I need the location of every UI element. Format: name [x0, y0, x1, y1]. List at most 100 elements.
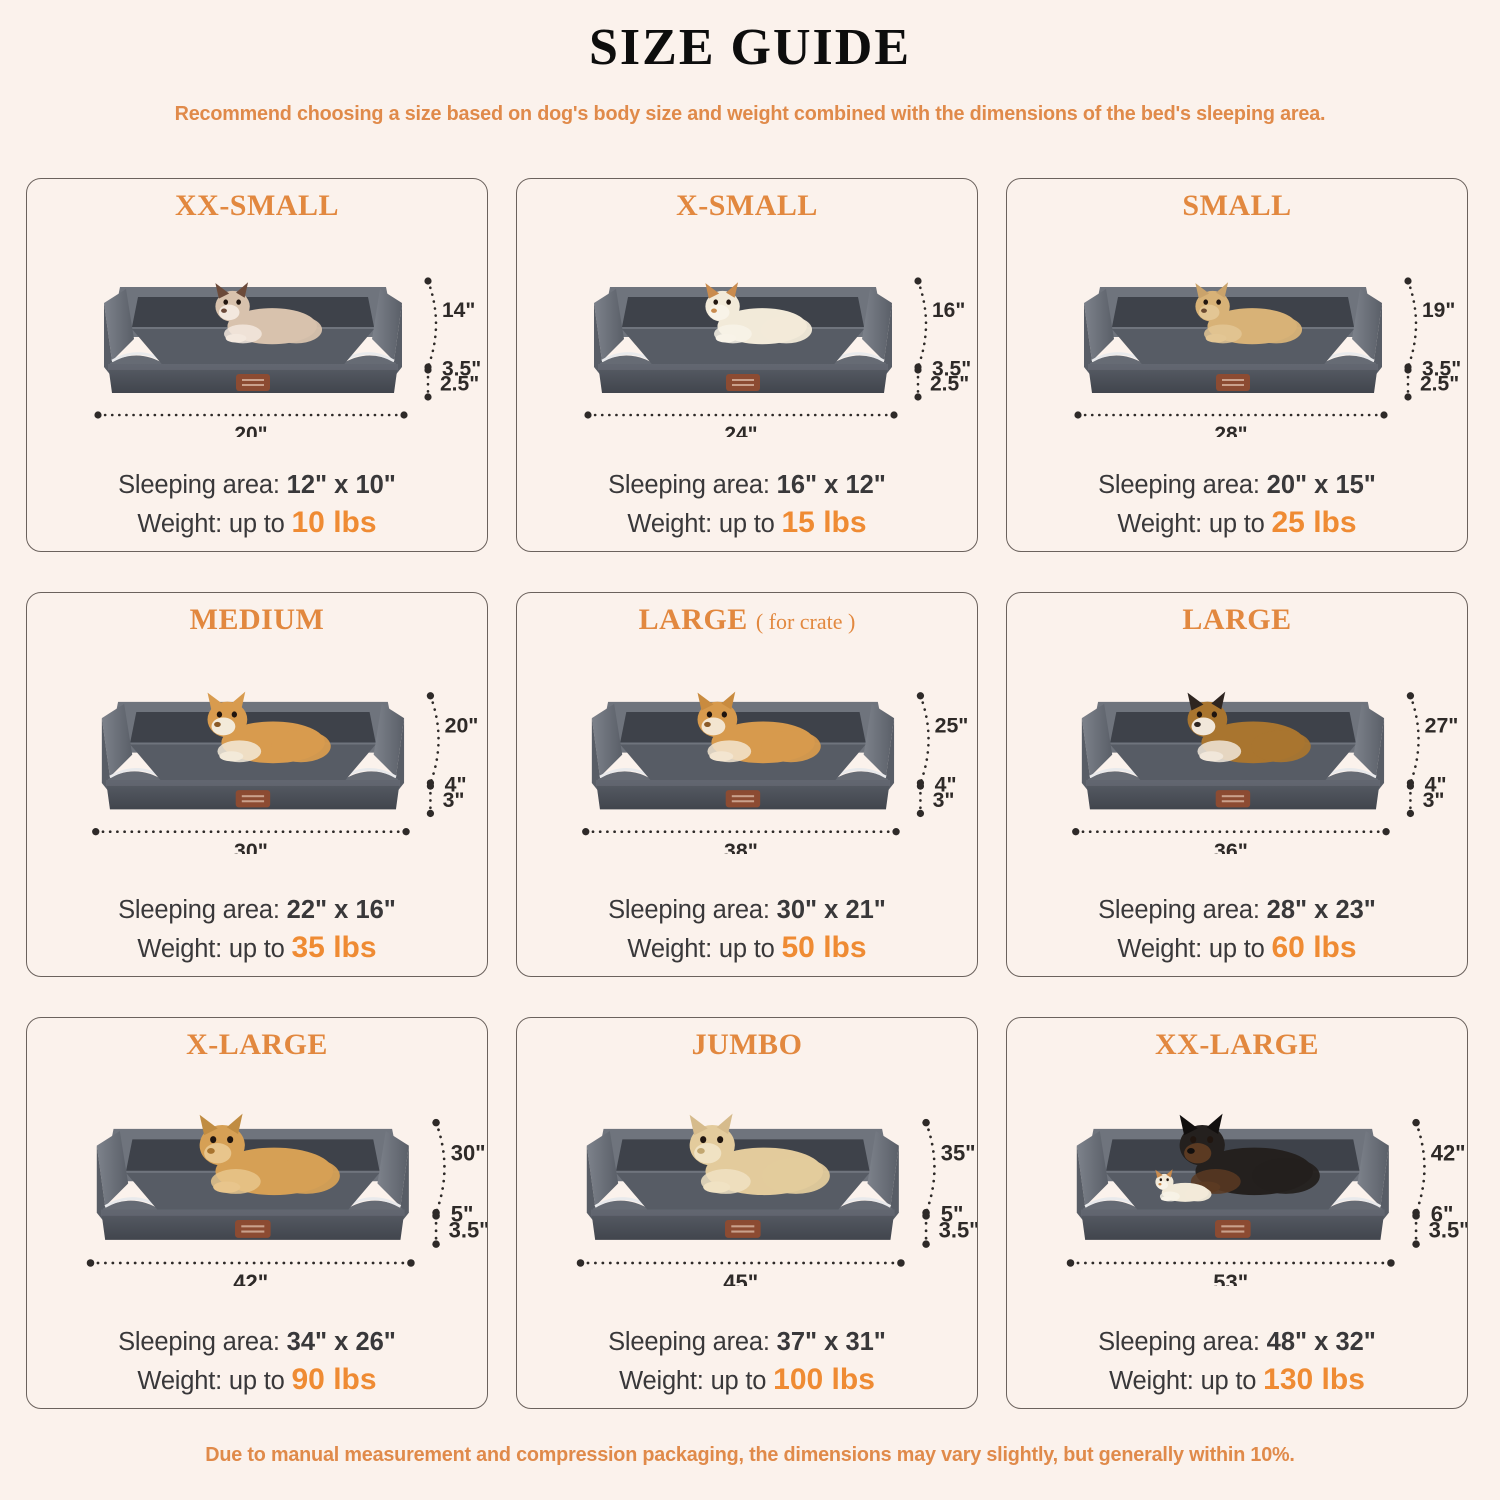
- size-card[interactable]: X-LARGE: [26, 1017, 488, 1409]
- weight-value: 90 lbs: [291, 1363, 377, 1397]
- size-card-specs: Sleeping area: 30" x 21" Weight: up to 5…: [517, 894, 977, 968]
- svg-text:3.5": 3.5": [932, 358, 971, 381]
- svg-text:20": 20": [234, 423, 267, 437]
- sleeping-area-line: Sleeping area: 12" x 10": [27, 469, 487, 503]
- svg-text:2.5": 2.5": [1420, 373, 1459, 396]
- size-card-title: JUMBO: [517, 1018, 977, 1062]
- dog-bed-illustration: 25" 4" 3" 38": [517, 639, 977, 854]
- size-card-title: MEDIUM: [27, 593, 487, 637]
- size-card-title: SMALL: [1007, 179, 1467, 223]
- svg-text:20": 20": [445, 713, 479, 737]
- weight-label: Weight: up to: [627, 935, 782, 964]
- sleeping-area-value: 28" x 23": [1266, 896, 1376, 925]
- weight-value: 15 lbs: [781, 506, 867, 540]
- sleeping-area-label: Sleeping area:: [1098, 1328, 1267, 1357]
- svg-text:38": 38": [724, 839, 758, 854]
- sleeping-area-value: 34" x 26": [286, 1328, 396, 1357]
- weight-label: Weight: up to: [137, 935, 292, 964]
- size-card[interactable]: XX-SMALL: [26, 178, 488, 552]
- weight-line: Weight: up to 60 lbs: [1007, 928, 1467, 968]
- svg-text:25": 25": [935, 713, 969, 737]
- dog-bed-illustration: 35" 5" 3.5" 45": [517, 1064, 977, 1286]
- svg-text:19": 19": [1422, 299, 1455, 322]
- svg-text:53": 53": [1213, 1270, 1248, 1286]
- dog-bed-illustration: 27" 4" 3" 36": [1007, 639, 1467, 854]
- svg-text:4": 4": [1425, 773, 1447, 797]
- sleeping-area-value: 20" x 15": [1266, 471, 1376, 500]
- size-card[interactable]: XX-LARGE: [1006, 1017, 1468, 1409]
- footer-disclaimer: Due to manual measurement and compressio…: [205, 1443, 1295, 1466]
- svg-text:4": 4": [445, 773, 467, 797]
- sleeping-area-value: 30" x 21": [776, 896, 886, 925]
- svg-text:45": 45": [723, 1270, 758, 1286]
- size-card-specs: Sleeping area: 37" x 31" Weight: up to 1…: [517, 1326, 977, 1400]
- sleeping-area-line: Sleeping area: 28" x 23": [1007, 894, 1467, 928]
- sleeping-area-line: Sleeping area: 20" x 15": [1007, 469, 1467, 503]
- dog-bed-illustration: 30" 5" 3.5" 42": [27, 1064, 487, 1286]
- svg-text:3.5": 3.5": [1422, 358, 1461, 381]
- svg-text:6": 6": [1431, 1202, 1454, 1227]
- weight-label: Weight: up to: [627, 510, 782, 539]
- svg-text:3": 3": [1423, 788, 1445, 812]
- svg-text:28": 28": [1214, 423, 1247, 437]
- svg-text:30": 30": [234, 839, 268, 854]
- size-card-title: XX-LARGE: [1007, 1018, 1467, 1062]
- weight-label: Weight: up to: [1117, 510, 1272, 539]
- weight-value: 25 lbs: [1271, 506, 1357, 540]
- size-card-specs: Sleeping area: 48" x 32" Weight: up to 1…: [1007, 1326, 1467, 1400]
- weight-value: 60 lbs: [1271, 931, 1357, 965]
- size-card[interactable]: X-SMALL: [516, 178, 978, 552]
- size-card-title-text: XX-LARGE: [1154, 1028, 1319, 1061]
- svg-text:3": 3": [443, 788, 465, 812]
- weight-line: Weight: up to 35 lbs: [27, 928, 487, 968]
- size-card-specs: Sleeping area: 16" x 12" Weight: up to 1…: [517, 469, 977, 543]
- sleeping-area-line: Sleeping area: 22" x 16": [27, 894, 487, 928]
- sleeping-area-label: Sleeping area:: [608, 896, 777, 925]
- dog-bed-illustration: 42" 6" 3.5" 53": [1007, 1064, 1467, 1286]
- weight-line: Weight: up to 50 lbs: [517, 928, 977, 968]
- weight-value: 100 lbs: [773, 1363, 875, 1397]
- sleeping-area-label: Sleeping area:: [118, 471, 287, 500]
- sleeping-area-label: Sleeping area:: [118, 896, 287, 925]
- sleeping-area-value: 12" x 10": [286, 471, 396, 500]
- weight-value: 35 lbs: [291, 931, 377, 965]
- svg-text:3.5": 3.5": [442, 358, 481, 381]
- weight-label: Weight: up to: [1117, 935, 1272, 964]
- size-card[interactable]: LARGE ( for crate ): [516, 592, 978, 977]
- size-card-title-suffix: ( for crate ): [755, 609, 856, 634]
- sleeping-area-label: Sleeping area:: [118, 1328, 287, 1357]
- sleeping-area-value: 16" x 12": [776, 471, 886, 500]
- weight-label: Weight: up to: [1109, 1367, 1264, 1396]
- weight-value: 10 lbs: [291, 506, 377, 540]
- svg-text:35": 35": [941, 1140, 976, 1165]
- size-card[interactable]: JUMBO: [516, 1017, 978, 1409]
- sleeping-area-label: Sleeping area:: [608, 471, 777, 500]
- size-card[interactable]: SMALL: [1006, 178, 1468, 552]
- weight-label: Weight: up to: [619, 1367, 774, 1396]
- sleeping-area-value: 48" x 32": [1266, 1328, 1376, 1357]
- size-card-title-text: SMALL: [1182, 189, 1292, 222]
- svg-text:30": 30": [451, 1140, 486, 1165]
- size-card[interactable]: MEDIUM: [26, 592, 488, 977]
- sleeping-area-label: Sleeping area:: [1098, 896, 1267, 925]
- weight-value: 130 lbs: [1263, 1363, 1365, 1397]
- svg-text:3.5": 3.5": [449, 1217, 487, 1242]
- svg-text:42": 42": [1431, 1140, 1466, 1165]
- dog-bed-illustration: 20" 4" 3" 30": [27, 639, 487, 854]
- svg-text:5": 5": [941, 1202, 964, 1227]
- sleeping-area-line: Sleeping area: 16" x 12": [517, 469, 977, 503]
- size-card[interactable]: LARGE: [1006, 592, 1468, 977]
- size-card-title: X-LARGE: [27, 1018, 487, 1062]
- size-card-title-text: JUMBO: [691, 1028, 803, 1061]
- weight-line: Weight: up to 130 lbs: [1007, 1360, 1467, 1400]
- sleeping-area-line: Sleeping area: 30" x 21": [517, 894, 977, 928]
- size-card-title: LARGE ( for crate ): [517, 593, 977, 637]
- dog-bed-illustration: 19" 3.5" 2.5" 28": [1007, 225, 1467, 437]
- svg-text:3": 3": [933, 788, 955, 812]
- size-card-grid: XX-SMALL: [26, 178, 1474, 1409]
- weight-value: 50 lbs: [781, 931, 867, 965]
- weight-line: Weight: up to 25 lbs: [1007, 503, 1467, 543]
- size-card-title: LARGE: [1007, 593, 1467, 637]
- size-card-title-text: MEDIUM: [189, 603, 325, 636]
- svg-text:24": 24": [724, 423, 757, 437]
